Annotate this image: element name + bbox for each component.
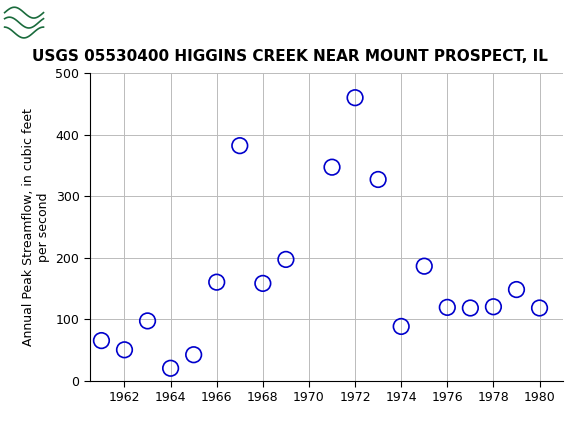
Point [143,317,152,324]
Text: USGS: USGS [75,13,135,32]
Point [512,286,521,293]
Point [235,142,244,149]
Point [374,176,383,183]
Point [97,337,106,344]
Point [489,303,498,310]
Bar [3,3,70,42]
Point [443,304,452,311]
Point [535,304,544,311]
Point [397,323,406,330]
Point [258,280,267,287]
Point [466,304,475,311]
Point [419,263,429,270]
Y-axis label: Annual Peak Streamflow, in cubic feet
per second: Annual Peak Streamflow, in cubic feet pe… [22,108,50,346]
Point [212,279,222,286]
Text: USGS 05530400 HIGGINS CREEK NEAR MOUNT PROSPECT, IL: USGS 05530400 HIGGINS CREEK NEAR MOUNT P… [32,49,548,64]
Point [166,365,175,372]
Point [189,351,198,358]
Point [327,164,336,171]
Point [350,94,360,101]
Point [120,347,129,353]
Point [281,256,291,263]
